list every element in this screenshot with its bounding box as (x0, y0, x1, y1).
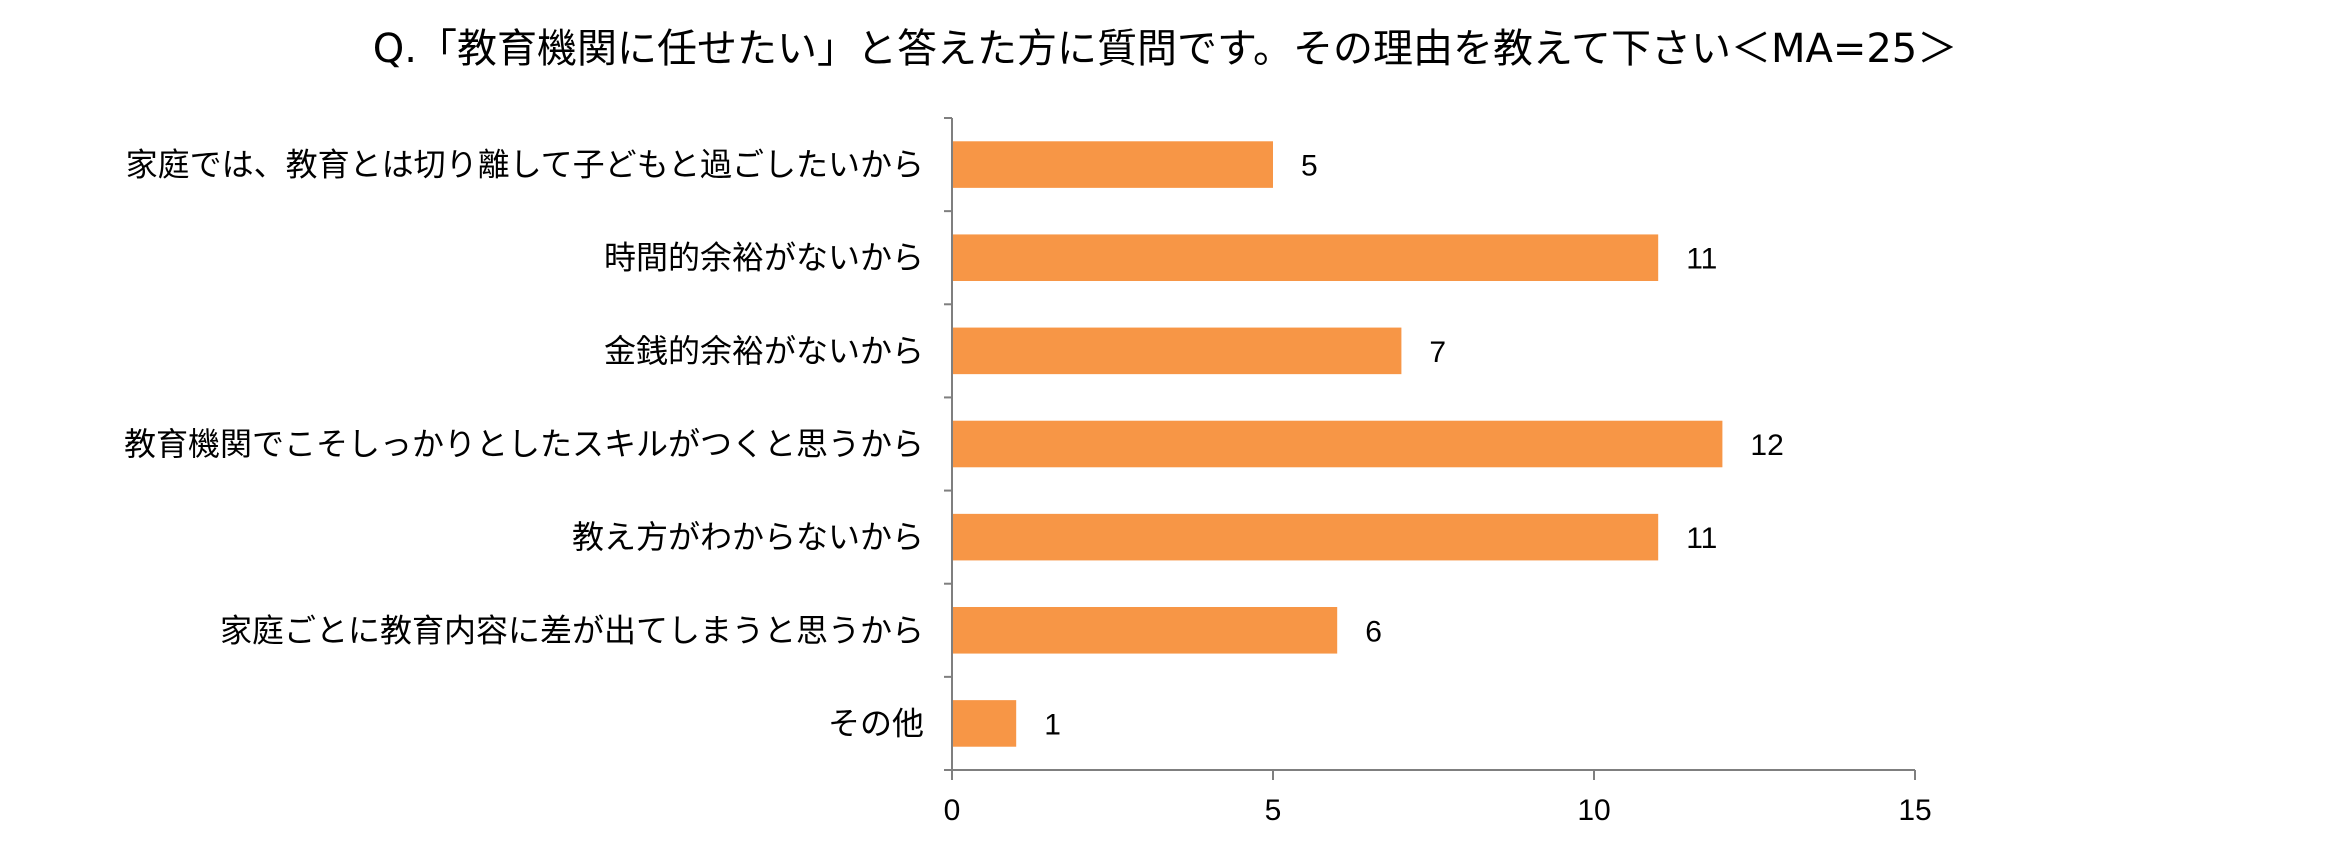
category-label-4: 教え方がわからないから (572, 518, 924, 556)
bar-2 (952, 327, 1402, 375)
bar-6 (952, 700, 1017, 747)
chart-title: Q.「教育機関に任せたい」と答えた方に質問です。その理由を教えて下さい＜MA=2… (373, 26, 1958, 72)
x-tick-label-3: 15 (1898, 794, 1931, 827)
labels-layer: 家庭では、教育とは切り離して子どもと過ごしたいから 5 時間的余裕がないから 11 金銭… (124, 146, 1932, 827)
axes-layer (944, 117, 1916, 780)
category-label-2: 金銭的余裕がないから (604, 332, 924, 370)
bar-3 (952, 420, 1723, 468)
value-label-2: 7 (1429, 336, 1446, 369)
category-label-1: 時間的余裕がないから (604, 239, 924, 277)
value-label-0: 5 (1301, 150, 1318, 183)
bar-0 (952, 141, 1273, 188)
category-label-6: その他 (828, 704, 924, 742)
category-label-0: 家庭では、教育とは切り離して子どもと過ごしたいから (126, 146, 924, 184)
x-tick-label-2: 10 (1577, 794, 1610, 827)
x-tick-label-0: 0 (944, 794, 961, 827)
bar-4 (952, 513, 1659, 561)
bars-layer (952, 141, 1723, 747)
bar-5 (952, 607, 1338, 654)
category-label-5: 家庭ごとに教育内容に差が出てしまうと思うから (220, 611, 924, 649)
value-label-5: 6 (1365, 615, 1382, 648)
category-label-3: 教育機関でこそしっかりとしたスキルがつくと思うから (124, 425, 924, 463)
value-label-6: 1 (1044, 708, 1061, 741)
value-label-1: 11 (1686, 243, 1717, 276)
x-tick-label-1: 5 (1265, 794, 1282, 827)
value-label-3: 12 (1750, 429, 1783, 462)
bar-1 (952, 234, 1659, 281)
value-label-4: 11 (1686, 522, 1717, 555)
